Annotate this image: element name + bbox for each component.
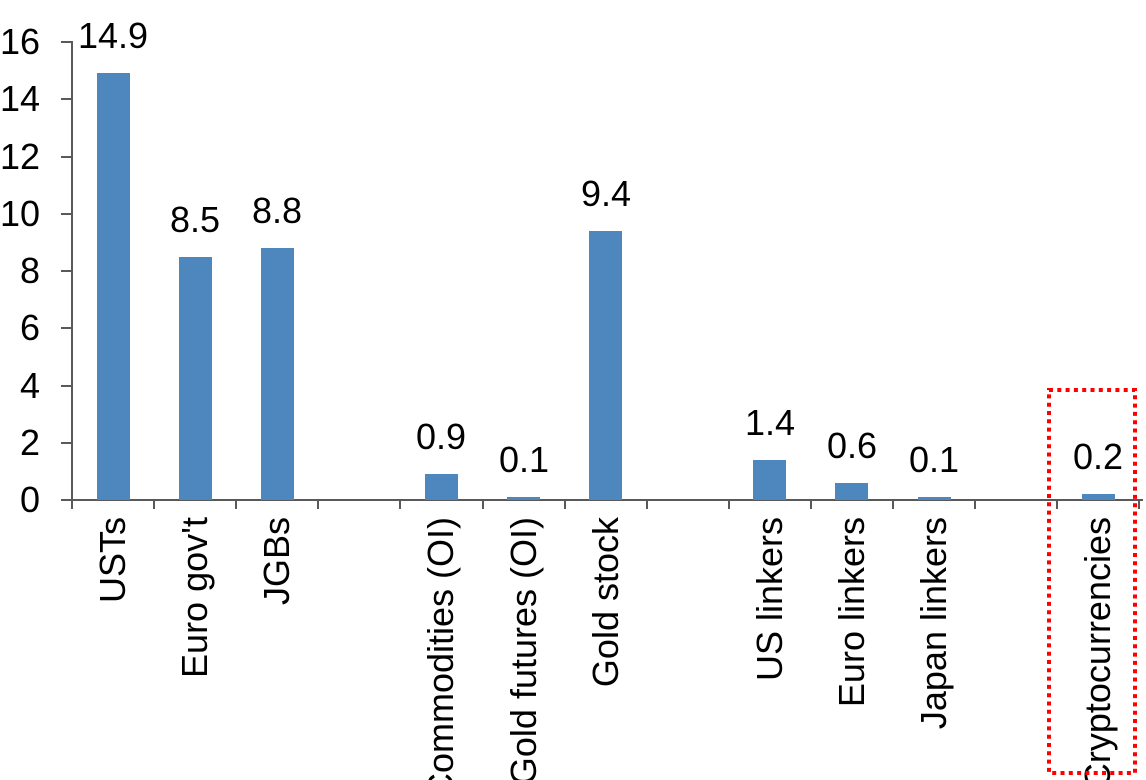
y-tick xyxy=(61,441,71,444)
value-label-jgbs: 8.8 xyxy=(251,190,303,231)
bar-gold-stock xyxy=(589,231,622,500)
x-axis-label-gold-futures-oi: Gold futures (OI) xyxy=(503,517,544,780)
x-axis-label-usts: USTs xyxy=(92,517,133,604)
y-tick-label: 0 xyxy=(19,479,40,520)
x-axis-label-commodities-oi: Commodities (OI) xyxy=(420,517,461,780)
x-axis-label-euro-linkers: Euro linkers xyxy=(831,517,872,708)
x-axis-label-euro-gov-t: Euro gov't xyxy=(174,517,215,678)
bar-us-linkers xyxy=(753,460,786,500)
bar-cryptocurrencies xyxy=(1082,494,1115,500)
bar-usts xyxy=(97,73,130,500)
y-tick-label: 8 xyxy=(19,250,40,291)
value-label-gold-stock: 9.4 xyxy=(580,173,632,214)
highlight-box-cryptocurrencies xyxy=(1047,388,1137,775)
y-tick-label: 16 xyxy=(0,21,41,62)
x-tick xyxy=(235,500,238,509)
y-tick-label: 4 xyxy=(19,364,40,406)
y-tick-label: 10 xyxy=(0,192,41,234)
value-label-euro-linkers: 0.6 xyxy=(826,425,878,466)
y-tick-label: 2 xyxy=(19,421,40,463)
x-axis-label-jgbs: JGBs xyxy=(256,517,297,606)
y-axis-line xyxy=(71,41,73,509)
x-tick xyxy=(809,500,812,509)
bar-gold-futures-oi xyxy=(507,497,540,500)
x-tick xyxy=(1056,500,1059,509)
x-axis-label-us-linkers: US linkers xyxy=(749,517,790,682)
x-tick xyxy=(892,500,894,509)
x-tick xyxy=(481,500,484,509)
y-tick-label: 12 xyxy=(0,135,41,177)
y-tick xyxy=(61,98,71,101)
y-tick xyxy=(61,155,71,158)
x-tick xyxy=(727,500,730,509)
x-tick xyxy=(645,500,648,509)
highlight-box-rect xyxy=(1047,388,1137,775)
x-tick xyxy=(317,500,320,509)
bar-euro-linkers xyxy=(835,483,868,500)
y-tick xyxy=(61,327,71,330)
x-axis-label-gold-stock: Gold stock xyxy=(585,517,626,688)
y-tick xyxy=(61,499,71,501)
y-tick xyxy=(61,41,71,43)
y-tick xyxy=(61,384,71,387)
value-label-commodities-oi: 0.9 xyxy=(415,416,467,457)
value-label-japan-linkers: 0.1 xyxy=(908,439,960,480)
value-label-gold-futures-oi: 0.1 xyxy=(498,439,550,480)
x-tick xyxy=(563,500,566,509)
value-label-euro-gov-t: 8.5 xyxy=(169,199,221,240)
y-tick-label: 6 xyxy=(19,307,40,349)
y-tick xyxy=(61,212,71,215)
bar-jgbs xyxy=(261,248,294,500)
x-tick xyxy=(153,500,156,509)
bar-euro-gov-t xyxy=(179,257,212,500)
x-axis-line xyxy=(71,499,1143,501)
y-tick xyxy=(61,270,71,272)
value-label-cryptocurrencies: 0.2 xyxy=(1072,436,1124,477)
x-axis-label-japan-linkers: Japan linkers xyxy=(913,517,954,730)
bar-japan-linkers xyxy=(918,497,951,500)
y-tick-label: 14 xyxy=(0,78,41,120)
value-label-us-linkers: 1.4 xyxy=(744,402,796,443)
bar-commodities-oi xyxy=(425,474,458,500)
x-tick xyxy=(1138,500,1141,509)
value-label-usts: 14.9 xyxy=(77,15,149,56)
x-tick xyxy=(974,500,977,509)
x-tick xyxy=(399,500,402,509)
